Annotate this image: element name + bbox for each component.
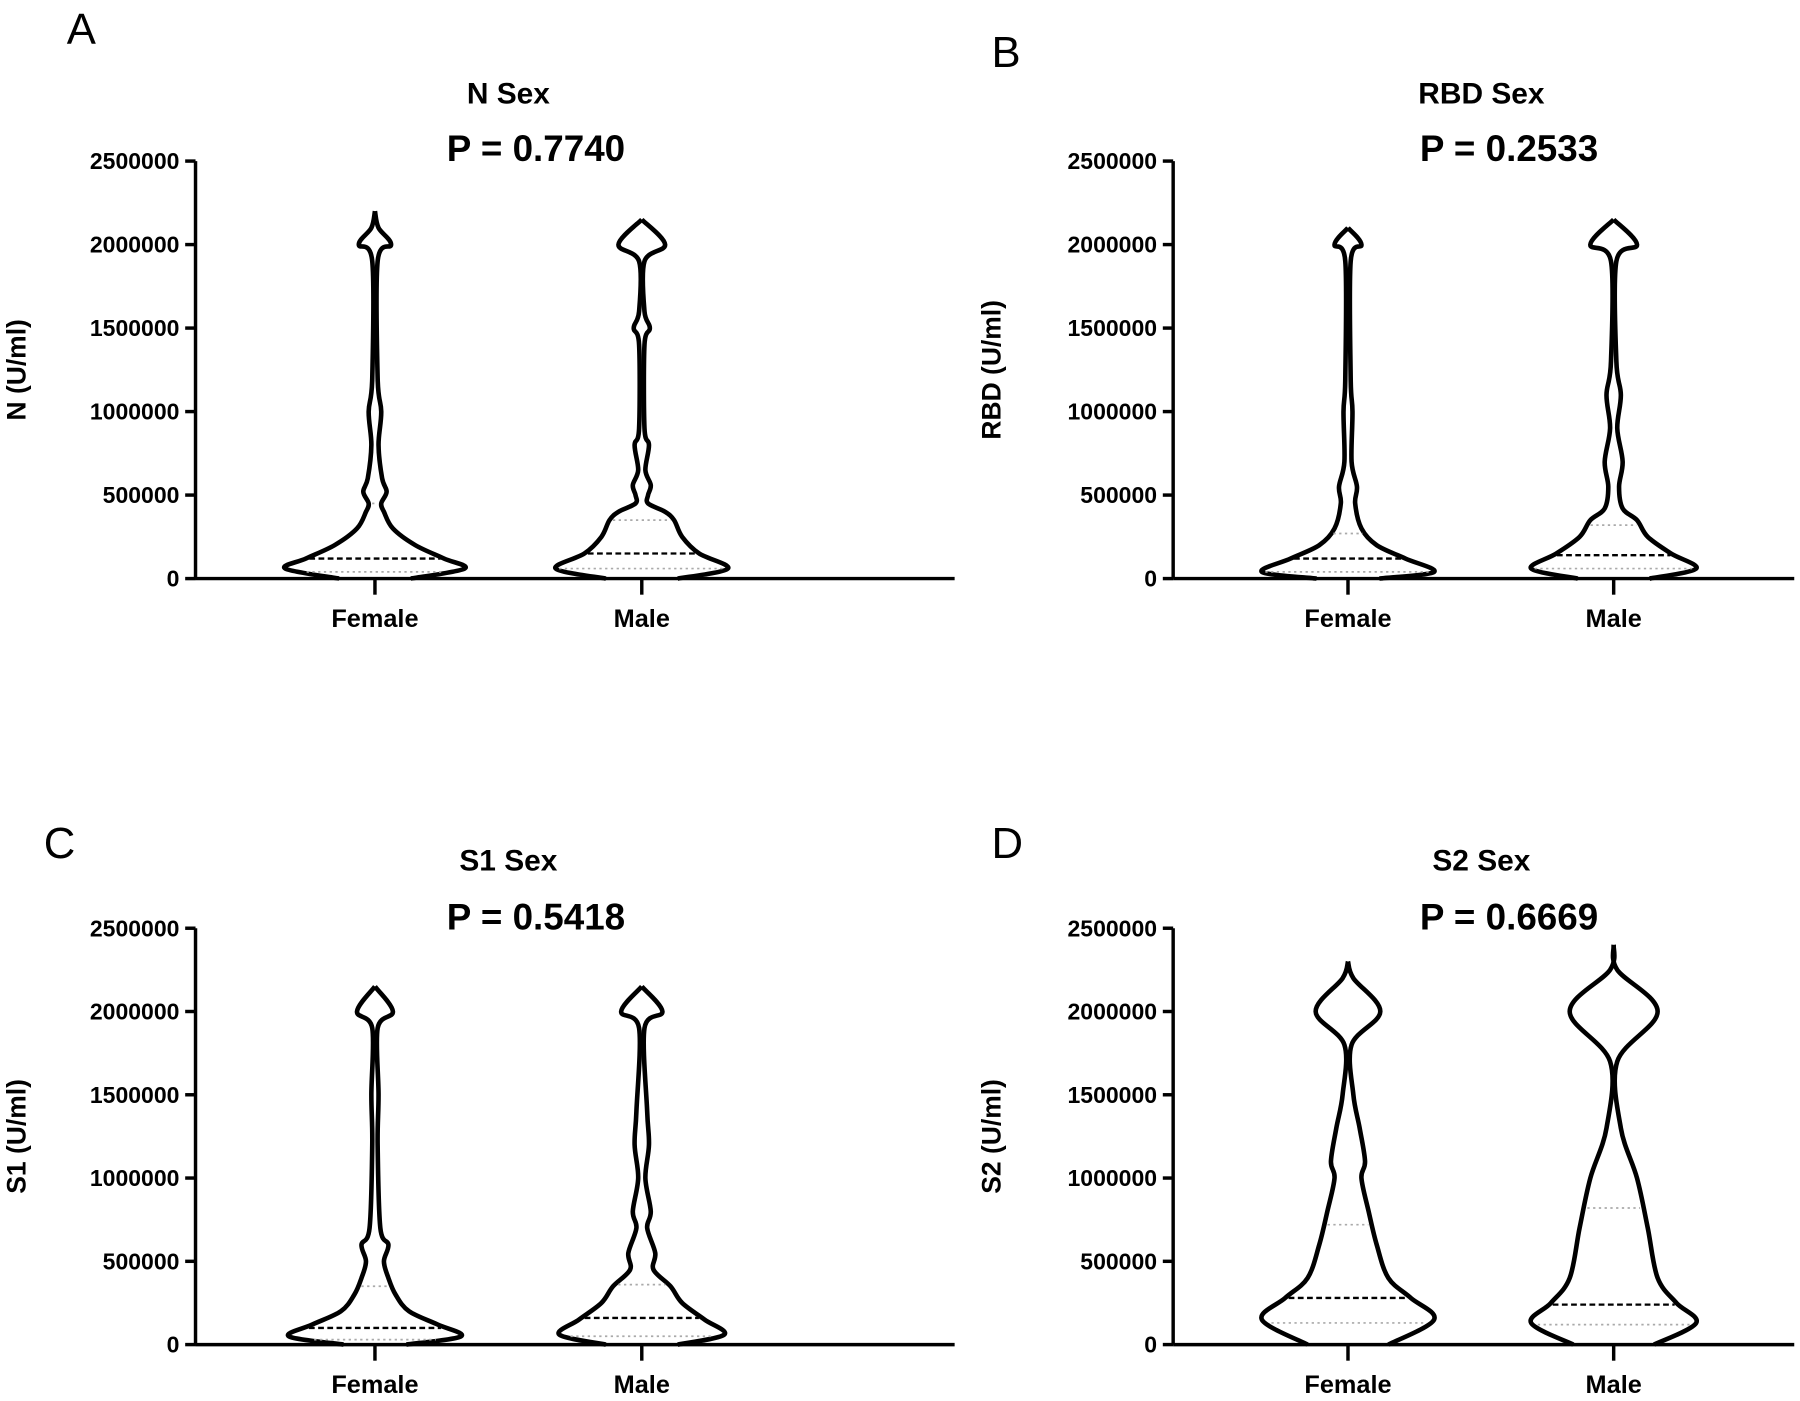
y-tick-label: 1000000 (90, 399, 180, 425)
y-tick-label: 1500000 (90, 315, 180, 341)
y-tick-label: 2500000 (90, 915, 180, 941)
violin-male-right (640, 984, 728, 1347)
y-tick-label: 2500000 (1068, 915, 1158, 941)
violin-female-left (1259, 226, 1350, 581)
y-tick-label: 1500000 (1068, 1082, 1158, 1108)
chart-title: RBD Sex (1418, 78, 1545, 111)
chart-panel-b: B RBD Sex P = 0.2533 RBD (U/ml) 0 500000 10000… (977, 28, 1795, 633)
y-tick-label: 0 (1144, 1332, 1157, 1358)
violin-female-right (1346, 226, 1437, 581)
y-tick-label: 1000000 (1068, 399, 1158, 425)
y-tick-label: 1000000 (1068, 1165, 1158, 1191)
violin-female-left (285, 985, 377, 1347)
y-axis-label: S2 (U/ml) (977, 1079, 1007, 1194)
y-tick-label: 500000 (103, 482, 180, 508)
p-value: P = 0.6669 (1420, 896, 1598, 937)
chart-title: S1 Sex (459, 845, 557, 878)
chart-panel-d: D S2 Sex P = 0.6669 S2 (U/ml) 0 500000 1000000… (977, 819, 1795, 1399)
x-tick-label: Male (614, 605, 670, 633)
violin-female-left (281, 210, 378, 581)
p-value: P = 0.5418 (447, 896, 625, 937)
y-tick-label: 2000000 (1068, 999, 1158, 1025)
violin-female-right (372, 210, 469, 581)
p-value: P = 0.7740 (447, 128, 625, 169)
x-tick-label: Female (331, 1371, 418, 1399)
chart-panel-c: C S1 Sex P = 0.5418 S1 (U/ml) 0 500000 1000000… (1, 819, 955, 1399)
violin-male-left (556, 984, 644, 1347)
y-tick-label: 1000000 (90, 1165, 180, 1191)
chart-title: N Sex (467, 78, 550, 111)
y-tick-label: 0 (167, 566, 180, 592)
chart-panel-a: A N Sex P = 0.7740 N (U/ml) 0 500000 1000000 15… (1, 5, 955, 633)
violin-male-right (640, 217, 731, 581)
violin-male-right (1610, 944, 1699, 1347)
panel-label: D (991, 819, 1023, 868)
y-axis-label: S1 (U/ml) (1, 1079, 31, 1194)
violin-female-right (1345, 960, 1437, 1347)
y-tick-label: 500000 (103, 1248, 180, 1274)
x-tick-label: Male (1586, 1371, 1642, 1399)
x-tick-label: Female (331, 605, 418, 633)
y-axis-label: RBD (U/ml) (977, 300, 1007, 440)
panel-label: B (991, 28, 1020, 77)
y-tick-label: 2000000 (90, 999, 180, 1025)
x-tick-label: Male (614, 1371, 670, 1399)
x-tick-label: Female (1304, 1371, 1391, 1399)
violin-female-left (1259, 960, 1351, 1347)
chart-title: S2 Sex (1432, 845, 1530, 878)
panel-label: A (67, 5, 97, 54)
y-tick-label: 2000000 (90, 232, 180, 258)
y-tick-label: 500000 (1080, 1248, 1157, 1274)
violin-female-right (373, 985, 465, 1347)
y-tick-label: 2000000 (1068, 232, 1158, 258)
panel-label: C (44, 819, 76, 868)
y-axis-label: N (U/ml) (1, 319, 31, 420)
y-tick-label: 2500000 (90, 148, 180, 174)
y-tick-label: 1500000 (90, 1082, 180, 1108)
violin-male-left (1528, 944, 1617, 1347)
violin-male-right (1611, 217, 1699, 581)
y-tick-label: 0 (167, 1332, 180, 1358)
y-tick-label: 500000 (1080, 482, 1157, 508)
x-tick-label: Female (1304, 605, 1391, 633)
violin-male-left (553, 217, 644, 581)
y-tick-label: 0 (1144, 566, 1157, 592)
y-tick-label: 1500000 (1068, 315, 1158, 341)
x-tick-label: Male (1586, 605, 1642, 633)
violin-male-left (1528, 217, 1616, 581)
y-tick-label: 2500000 (1068, 148, 1158, 174)
p-value: P = 0.2533 (1420, 128, 1598, 169)
